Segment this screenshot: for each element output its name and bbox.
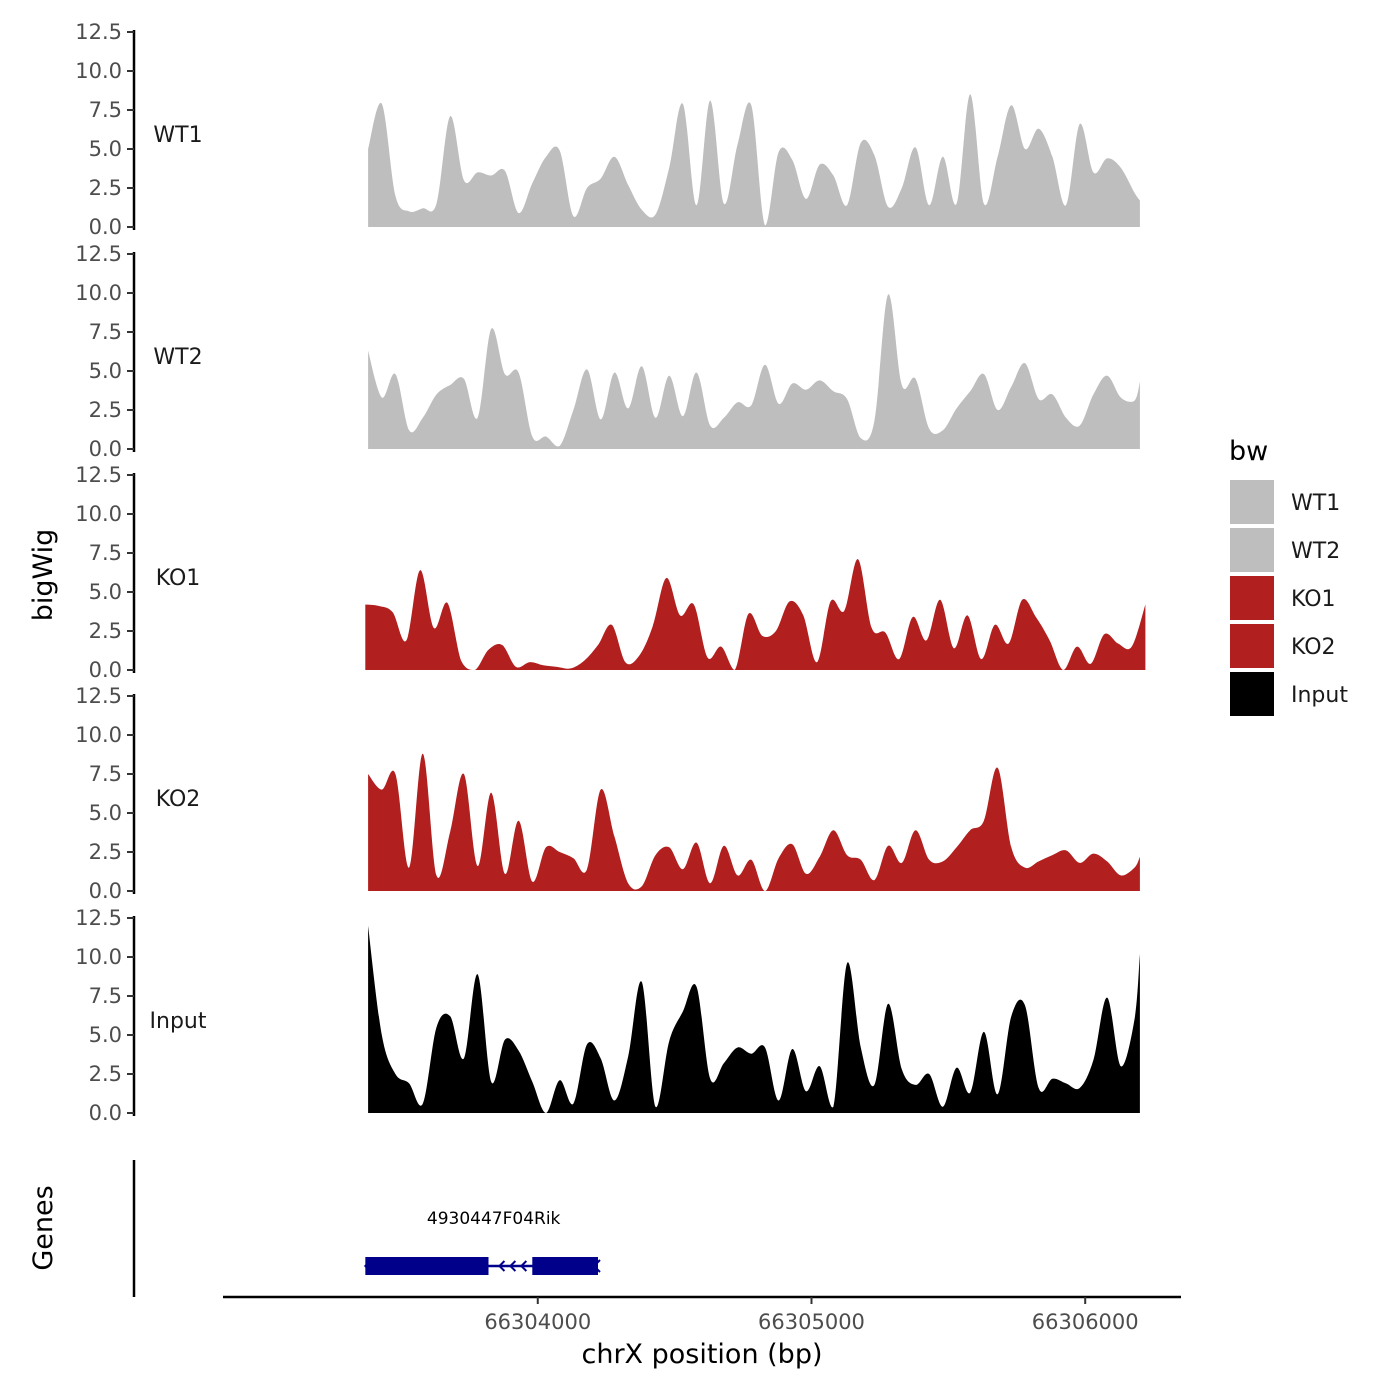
track-panel-wt1: 0.0 2.5 5.0 7.5 10.0 12.5 WT1 — [75, 20, 1140, 239]
legend-title: bw — [1229, 436, 1268, 467]
y-tick-label: 12.5 — [75, 242, 122, 266]
gene-model: 4930447F04Rik — [363, 1209, 601, 1275]
y-tick-label: 10.0 — [75, 59, 122, 83]
y-tick-label: 0.0 — [89, 1101, 122, 1125]
track-label-wt2: WT2 — [153, 345, 202, 370]
y-tick-label: 10.0 — [75, 281, 122, 305]
track-label-ko2: KO2 — [156, 787, 201, 812]
x-tick-label: 66305000 — [758, 1310, 865, 1334]
strand-arrow — [508, 1260, 517, 1272]
y-tick-label: 12.5 — [75, 906, 122, 930]
legend-label-wt1: WT1 — [1291, 491, 1340, 516]
strand-arrow — [498, 1260, 506, 1272]
tracks-layer: 0.0 2.5 5.0 7.5 10.0 12.5 WT1 0.0 2.5 5.0 7.5 10.0 1… — [75, 20, 1146, 1125]
legend-key-wt1 — [1230, 480, 1274, 524]
strand-arrow — [592, 1259, 601, 1273]
legend-label-ko2: KO2 — [1291, 635, 1336, 660]
y-tick-label: 2.5 — [89, 1062, 122, 1086]
y-tick-label: 2.5 — [89, 840, 122, 864]
y-tick-label: 0.0 — [89, 658, 122, 682]
track-label-input: Input — [150, 1009, 207, 1034]
series-area-wt1 — [368, 94, 1140, 228]
y-tick-label: 12.5 — [75, 684, 122, 708]
y-tick-label: 5.0 — [89, 801, 122, 825]
series-area-ko1 — [365, 559, 1146, 670]
gene-exon — [365, 1257, 489, 1275]
y-tick-label: 10.0 — [75, 723, 122, 747]
y-tick-label: 12.5 — [75, 463, 122, 487]
legend-key-input — [1230, 672, 1274, 716]
legend-label-wt2: WT2 — [1291, 539, 1340, 564]
y-tick-label: 0.0 — [89, 437, 122, 461]
y-tick-label: 2.5 — [89, 398, 122, 422]
x-axis-title: chrX position (bp) — [581, 1339, 822, 1370]
y-tick-label: 5.0 — [89, 580, 122, 604]
strand-arrow — [363, 1259, 373, 1273]
legend-label-ko1: KO1 — [1291, 587, 1336, 612]
series-area-ko2 — [368, 753, 1140, 891]
legend-key-ko2 — [1230, 624, 1274, 668]
y-tick-label: 10.0 — [75, 945, 122, 969]
gene-name-label: 4930447F04Rik — [427, 1209, 561, 1229]
strand-arrow — [519, 1260, 528, 1272]
y-tick-label: 2.5 — [89, 619, 122, 643]
x-tick-label: 66304000 — [484, 1310, 591, 1334]
series-area-input — [368, 925, 1140, 1113]
x-axis: 66304000 66305000 66306000 — [223, 1295, 1181, 1334]
y-tick-label: 7.5 — [89, 98, 122, 122]
y-axis-title: bigWig — [28, 529, 59, 622]
genes-panel: 4930447F04Rik — [132, 1160, 601, 1297]
y-tick-label: 7.5 — [89, 762, 122, 786]
legend-key-ko1 — [1230, 576, 1274, 620]
track-panel-input: 0.0 2.5 5.0 7.5 10.0 12.5 Input — [75, 906, 1140, 1125]
legend-label-input: Input — [1291, 683, 1348, 708]
y-tick-label: 5.0 — [89, 1023, 122, 1047]
y-tick-label: 0.0 — [89, 215, 122, 239]
x-tick-label: 66306000 — [1032, 1310, 1139, 1334]
legend-key-wt2 — [1230, 528, 1274, 572]
series-area-wt2 — [368, 294, 1140, 449]
y-tick-label: 0.0 — [89, 879, 122, 903]
y-tick-label: 2.5 — [89, 176, 122, 200]
y-tick-label: 7.5 — [89, 541, 122, 565]
gene-exon — [532, 1257, 598, 1275]
track-panel-ko2: 0.0 2.5 5.0 7.5 10.0 12.5 KO2 — [75, 684, 1140, 903]
track-label-ko1: KO1 — [156, 566, 201, 591]
y-tick-label: 7.5 — [89, 320, 122, 344]
y-tick-label: 12.5 — [75, 20, 122, 44]
y-tick-label: 7.5 — [89, 984, 122, 1008]
track-panel-wt2: 0.0 2.5 5.0 7.5 10.0 12.5 WT2 — [75, 242, 1140, 461]
y-tick-label: 5.0 — [89, 359, 122, 383]
track-panel-ko1: 0.0 2.5 5.0 7.5 10.0 12.5 KO1 — [75, 463, 1146, 682]
track-label-wt1: WT1 — [153, 123, 202, 148]
genes-axis-title: Genes — [28, 1185, 59, 1270]
legend: bw WT1 WT2 KO1 KO2 Input — [1229, 436, 1348, 716]
y-tick-label: 10.0 — [75, 502, 122, 526]
y-tick-label: 5.0 — [89, 137, 122, 161]
